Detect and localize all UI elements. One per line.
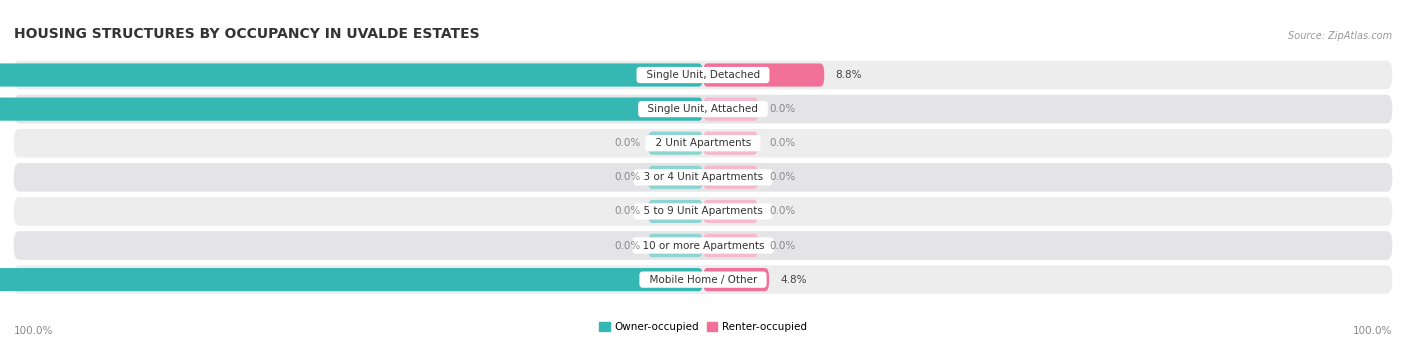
Legend: Owner-occupied, Renter-occupied: Owner-occupied, Renter-occupied xyxy=(595,318,811,336)
Text: 10 or more Apartments: 10 or more Apartments xyxy=(636,240,770,251)
Text: 2 Unit Apartments: 2 Unit Apartments xyxy=(648,138,758,148)
FancyBboxPatch shape xyxy=(14,231,1392,260)
Text: 0.0%: 0.0% xyxy=(614,240,641,251)
Text: 0.0%: 0.0% xyxy=(769,240,796,251)
FancyBboxPatch shape xyxy=(703,200,758,223)
Text: 0.0%: 0.0% xyxy=(769,172,796,182)
FancyBboxPatch shape xyxy=(648,132,703,155)
Text: Source: ZipAtlas.com: Source: ZipAtlas.com xyxy=(1288,31,1392,41)
Text: 3 or 4 Unit Apartments: 3 or 4 Unit Apartments xyxy=(637,172,769,182)
Text: 5 to 9 Unit Apartments: 5 to 9 Unit Apartments xyxy=(637,206,769,217)
FancyBboxPatch shape xyxy=(0,63,703,87)
Text: 0.0%: 0.0% xyxy=(769,206,796,217)
Text: 0.0%: 0.0% xyxy=(769,138,796,148)
FancyBboxPatch shape xyxy=(14,95,1392,123)
FancyBboxPatch shape xyxy=(0,268,703,291)
FancyBboxPatch shape xyxy=(703,268,769,291)
FancyBboxPatch shape xyxy=(648,166,703,189)
Text: 0.0%: 0.0% xyxy=(614,172,641,182)
FancyBboxPatch shape xyxy=(648,234,703,257)
FancyBboxPatch shape xyxy=(0,98,703,121)
FancyBboxPatch shape xyxy=(703,63,824,87)
Text: Single Unit, Attached: Single Unit, Attached xyxy=(641,104,765,114)
Text: 100.0%: 100.0% xyxy=(1353,326,1392,336)
Text: HOUSING STRUCTURES BY OCCUPANCY IN UVALDE ESTATES: HOUSING STRUCTURES BY OCCUPANCY IN UVALD… xyxy=(14,27,479,41)
Text: Mobile Home / Other: Mobile Home / Other xyxy=(643,275,763,285)
Text: 8.8%: 8.8% xyxy=(835,70,862,80)
FancyBboxPatch shape xyxy=(14,129,1392,158)
Text: 0.0%: 0.0% xyxy=(614,206,641,217)
FancyBboxPatch shape xyxy=(703,234,758,257)
Text: Single Unit, Detached: Single Unit, Detached xyxy=(640,70,766,80)
Text: 0.0%: 0.0% xyxy=(614,138,641,148)
FancyBboxPatch shape xyxy=(14,61,1392,89)
Text: 0.0%: 0.0% xyxy=(769,104,796,114)
FancyBboxPatch shape xyxy=(14,197,1392,226)
FancyBboxPatch shape xyxy=(14,265,1392,294)
Text: 4.8%: 4.8% xyxy=(780,275,807,285)
Text: 100.0%: 100.0% xyxy=(14,326,53,336)
FancyBboxPatch shape xyxy=(703,132,758,155)
FancyBboxPatch shape xyxy=(703,98,758,121)
FancyBboxPatch shape xyxy=(648,200,703,223)
FancyBboxPatch shape xyxy=(14,163,1392,192)
FancyBboxPatch shape xyxy=(703,166,758,189)
